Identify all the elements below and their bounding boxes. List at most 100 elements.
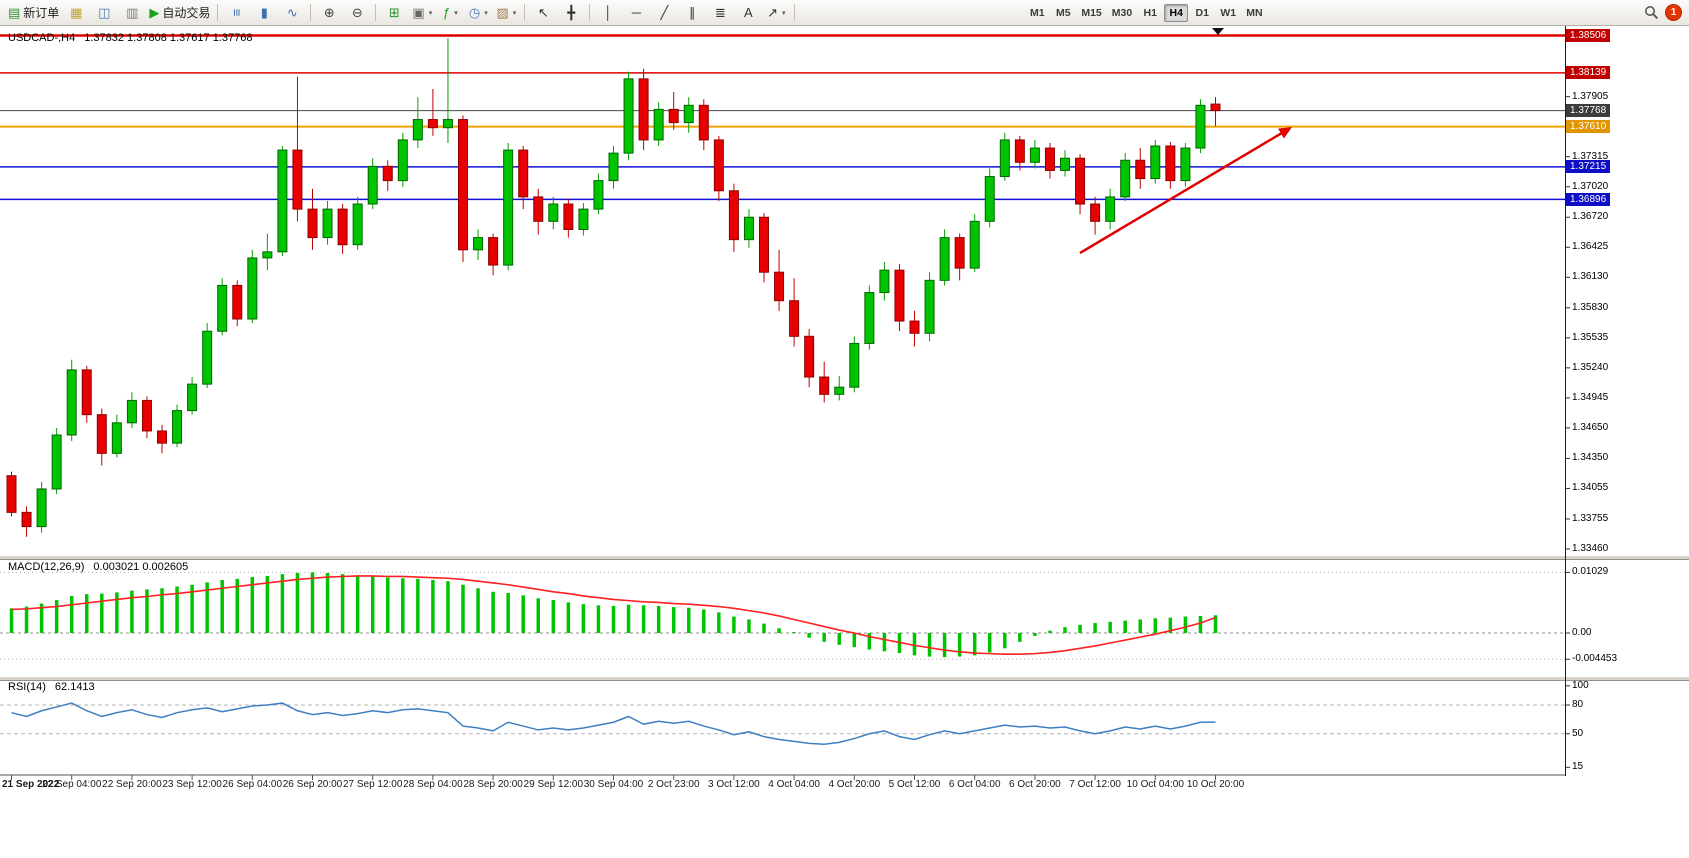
templates-button[interactable]: ▨ ▾	[492, 2, 520, 24]
price-tick-label: 1.34055	[1572, 482, 1609, 494]
price-tick-label: 1.35535	[1572, 331, 1609, 343]
time-axis-label: 28 Sep 20:00	[463, 779, 523, 790]
macd-scale-label: 0.00	[1572, 627, 1592, 638]
zoom-in-button[interactable]: ⊕	[315, 2, 343, 24]
equidistant-channel-icon: ∥	[689, 5, 696, 20]
time-axis-label: 2 Oct 23:00	[647, 779, 700, 790]
autotrading-icon: ▶	[149, 5, 160, 20]
periods-button[interactable]: ◷ ▾	[464, 2, 492, 24]
new-order-button[interactable]: ▤ 新订单	[5, 2, 62, 24]
time-axis-label: 28 Sep 04:00	[403, 779, 463, 790]
rsi-scale-label: 15	[1572, 761, 1584, 773]
candlestick-chart-icon: ▮	[260, 5, 268, 20]
templates-icon: ▨	[496, 5, 509, 20]
profiles-icon: ◫	[98, 5, 111, 20]
data-window-icon: ▥	[126, 5, 139, 20]
toolbar-separator	[310, 4, 312, 21]
indicators-button[interactable]: ƒ ▾	[436, 2, 464, 24]
horizontal-level-lines[interactable]	[0, 34, 1565, 201]
rsi-scale-label: 100	[1572, 679, 1589, 691]
price-tick-label: 1.36425	[1572, 241, 1609, 253]
new-order-button-label: 新订单	[23, 6, 60, 20]
time-axis-label: 6 Oct 04:00	[948, 779, 1001, 790]
time-axis-label: 5 Oct 12:00	[888, 779, 941, 790]
price-tick-label: 1.34945	[1572, 391, 1609, 403]
candlestick-series	[6, 38, 1221, 537]
notification-badge[interactable]: 1	[1665, 4, 1682, 21]
toolbar-separator	[589, 4, 591, 21]
autotrading-button[interactable]: ▶ 自动交易	[146, 2, 213, 24]
price-tick-label: 1.34350	[1572, 452, 1609, 464]
timeframe-button-M15[interactable]: M15	[1081, 6, 1102, 19]
timeframe-button-M5[interactable]: M5	[1056, 6, 1071, 19]
time-axis-label: 22 Sep 04:00	[41, 779, 102, 790]
macd-scale-label: 0.01029	[1572, 566, 1609, 578]
standard-toolbar: ▤ 新订单 ▦ ◫ ▥ ▶ 自动交易 ≡ ▮ ∿ ⊕ ⊖ ⊞ ▣ ▾ ƒ ▾ ◷ ▾ ▨ ▾ ↖ ╋ │ ─ ╱ ∥ ≣ A ↗ ▾ M1 M5…	[0, 0, 1689, 26]
trendline-button[interactable]: ╱	[650, 2, 678, 24]
current-price-label: 1.37768	[1566, 104, 1611, 118]
crosshair-icon: ╋	[567, 5, 576, 20]
arrows-button[interactable]: ↗ ▾	[762, 2, 790, 24]
crosshair-button[interactable]: ╋	[557, 2, 585, 24]
fibonacci-icon: ≣	[714, 5, 726, 20]
zoom-out-button[interactable]: ⊖	[343, 2, 371, 24]
price-tick-label: 1.36720	[1572, 211, 1609, 223]
timeframe-button-M1[interactable]: M1	[1030, 6, 1045, 19]
time-axis-label: 26 Sep 04:00	[222, 779, 283, 790]
time-axis-label: 22 Sep 20:00	[102, 779, 162, 790]
timeframe-button-D1[interactable]: D1	[1195, 6, 1209, 19]
text-label-button[interactable]: A	[734, 2, 762, 24]
line-chart-button[interactable]: ∿	[278, 2, 306, 24]
text-label-icon: A	[743, 5, 753, 20]
horizontal-line-button[interactable]: ─	[622, 2, 650, 24]
equidistant-channel-button[interactable]: ∥	[678, 2, 706, 24]
profiles-button[interactable]: ◫	[90, 2, 118, 24]
timeframe-button-W1[interactable]: W1	[1220, 6, 1237, 19]
rsi-scale-label: 80	[1572, 699, 1584, 710]
price-scale-separator	[1565, 26, 1566, 776]
price-tick-label: 1.33460	[1572, 543, 1609, 554]
new-order-icon: ▤	[8, 5, 21, 20]
data-window-button[interactable]: ▥	[118, 2, 146, 24]
vertical-line-button[interactable]: │	[594, 2, 622, 24]
line-chart-icon: ∿	[286, 5, 298, 20]
rsi-panel	[0, 702, 1565, 746]
time-axis-label: 10 Oct 04:00	[1126, 779, 1184, 790]
timeframe-button-MN[interactable]: MN	[1246, 6, 1263, 19]
time-axis-label: 4 Oct 04:00	[768, 779, 820, 790]
cursor-button[interactable]: ↖	[529, 2, 557, 24]
periods-icon: ◷	[468, 5, 481, 20]
chevron-down-icon: ▾	[512, 9, 517, 17]
price-tick-label: 1.35830	[1572, 301, 1609, 313]
toolbar-separator	[375, 4, 377, 21]
time-axis-label: 26 Sep 20:00	[282, 779, 343, 790]
rsi-scale-label: 50	[1572, 727, 1584, 739]
macd-panel	[0, 571, 1565, 660]
tile-windows-icon: ⊞	[388, 5, 400, 20]
timeframe-button-H1[interactable]: H1	[1143, 6, 1157, 19]
price-tick-label: 1.35240	[1572, 361, 1609, 373]
panel-splitter[interactable]	[0, 555, 1689, 560]
autotrading-button-label: 自动交易	[162, 6, 211, 20]
tile-windows-button[interactable]: ⊞	[380, 2, 408, 24]
zoom-in-icon: ⊕	[323, 5, 335, 20]
search-icon[interactable]	[1644, 5, 1659, 20]
timeframe-button-M30[interactable]: M30	[1111, 6, 1133, 19]
fibonacci-button[interactable]: ≣	[706, 2, 734, 24]
trend-arrow-annotation[interactable]	[1079, 127, 1292, 255]
vertical-line-icon: │	[604, 5, 613, 20]
time-axis-label: 27 Sep 12:00	[342, 779, 403, 790]
toolbar-right-group: 1	[1644, 4, 1684, 21]
bar-chart-button[interactable]: ≡	[222, 2, 250, 24]
chart-window-button[interactable]: ▦	[62, 2, 90, 24]
chart-end-marker	[1212, 28, 1224, 35]
cascade-windows-button[interactable]: ▣ ▾	[408, 2, 436, 24]
timeframe-button-H4[interactable]: H4	[1164, 3, 1189, 22]
panel-splitter[interactable]	[0, 676, 1689, 681]
cursor-icon: ↖	[537, 5, 549, 20]
rsi-title: RSI(14) 62.1413	[8, 681, 95, 693]
time-axis-label: 30 Sep 04:00	[583, 779, 644, 790]
arrows-icon: ↗	[767, 5, 779, 20]
candlestick-chart-button[interactable]: ▮	[250, 2, 278, 24]
